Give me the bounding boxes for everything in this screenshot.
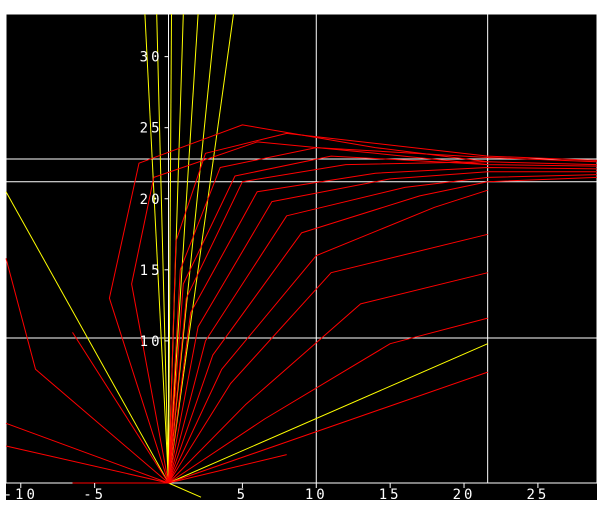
y-tick-label-2: 20 — [140, 192, 163, 208]
series-1-path-13 — [168, 317, 488, 484]
x-tick-label-2: 5 — [237, 487, 248, 503]
series-1-path-11 — [168, 233, 488, 484]
plot-background — [6, 14, 597, 500]
plot-border — [5, 13, 598, 484]
y-tick-label-4: 30 — [140, 50, 163, 66]
series-0-path-9 — [168, 482, 202, 498]
series-1-path-1 — [168, 161, 598, 484]
series-1-path-5 — [168, 132, 598, 484]
series-1-path-6 — [168, 176, 598, 484]
y-tick-label-0: 10 — [140, 334, 163, 350]
x-tick-label-0: -10 — [4, 487, 38, 503]
series-0-path-1 — [168, 343, 488, 484]
series-1-path-16 — [5, 445, 169, 484]
series-1-path-17 — [72, 332, 169, 484]
series-1-path-4 — [168, 174, 598, 484]
series-1-path-8 — [131, 141, 488, 484]
series-0-path-2 — [144, 13, 169, 484]
series-1-path-12 — [168, 272, 488, 484]
series-0-path-4 — [168, 13, 172, 484]
series-1-path-15 — [5, 422, 169, 484]
series-1-path-9 — [108, 124, 488, 484]
series-1-path-10 — [168, 189, 488, 484]
y-tick-label-3: 25 — [140, 121, 163, 137]
series-1-path-3 — [168, 147, 598, 484]
x-tick-label-4: 15 — [379, 487, 402, 503]
x-tick-label-3: 10 — [305, 487, 328, 503]
x-tick-label-5: 20 — [453, 487, 476, 503]
x-tick-label-1: -5 — [83, 487, 106, 503]
series-1-path-14 — [5, 258, 169, 484]
series-0-path-0 — [5, 191, 169, 484]
series-1-path-2 — [168, 171, 597, 484]
series-1-path-18 — [168, 371, 488, 484]
series-0-path-3 — [156, 13, 169, 484]
series-0-path-8 — [168, 13, 234, 484]
series-1-path-0 — [168, 167, 598, 484]
x-tick-label-6: 25 — [526, 487, 549, 503]
series-0-path-6 — [168, 13, 199, 484]
series-1-path-7 — [168, 155, 598, 484]
series-1-path-20 — [168, 454, 287, 484]
y-tick-label-1: 15 — [140, 263, 163, 279]
